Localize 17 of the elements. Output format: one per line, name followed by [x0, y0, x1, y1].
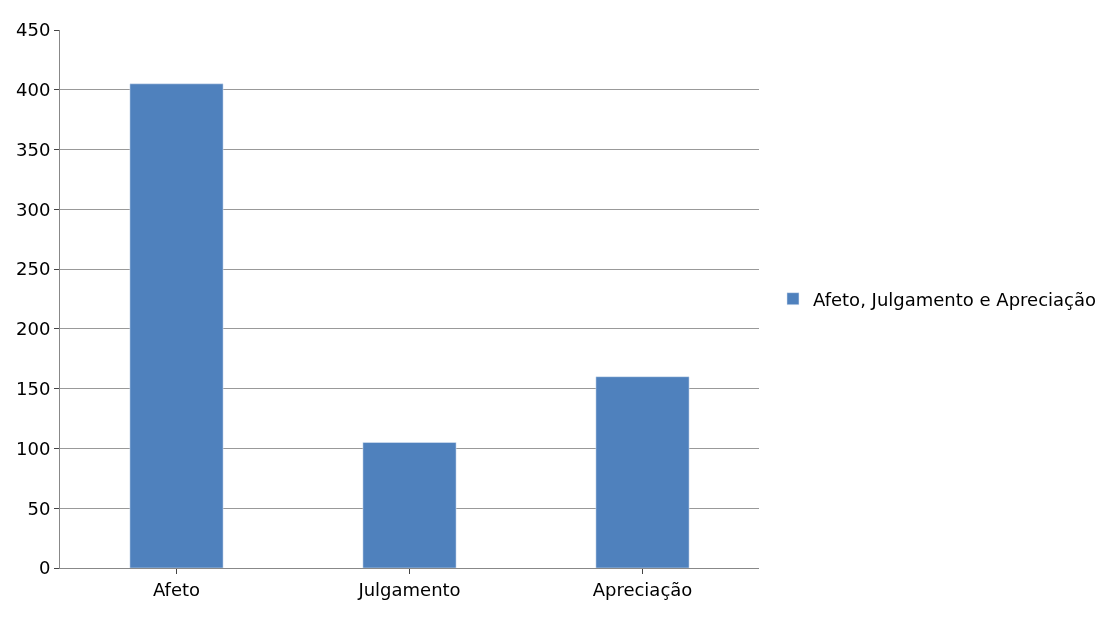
bar [362, 442, 457, 568]
y-tick-label: 450 [16, 19, 51, 41]
y-tick-label: 200 [16, 318, 51, 340]
x-tick-label: Julgamento [357, 578, 461, 600]
y-tick-label: 50 [27, 497, 51, 519]
legend-label: Afeto, Julgamento e Apreciação [812, 288, 1097, 310]
x-tick-label: Afeto [152, 578, 201, 600]
y-tick-label: 250 [16, 258, 51, 280]
y-tick-label: 150 [16, 377, 51, 399]
bar [595, 376, 690, 568]
y-tick-label: 300 [16, 198, 51, 220]
x-tick-label: Apreciação [592, 578, 693, 600]
y-tick-label: 0 [38, 557, 51, 579]
y-tick-label: 100 [16, 437, 51, 459]
y-tick-label: 350 [16, 138, 51, 160]
y-tick-label: 400 [16, 79, 51, 101]
bar [129, 83, 224, 568]
